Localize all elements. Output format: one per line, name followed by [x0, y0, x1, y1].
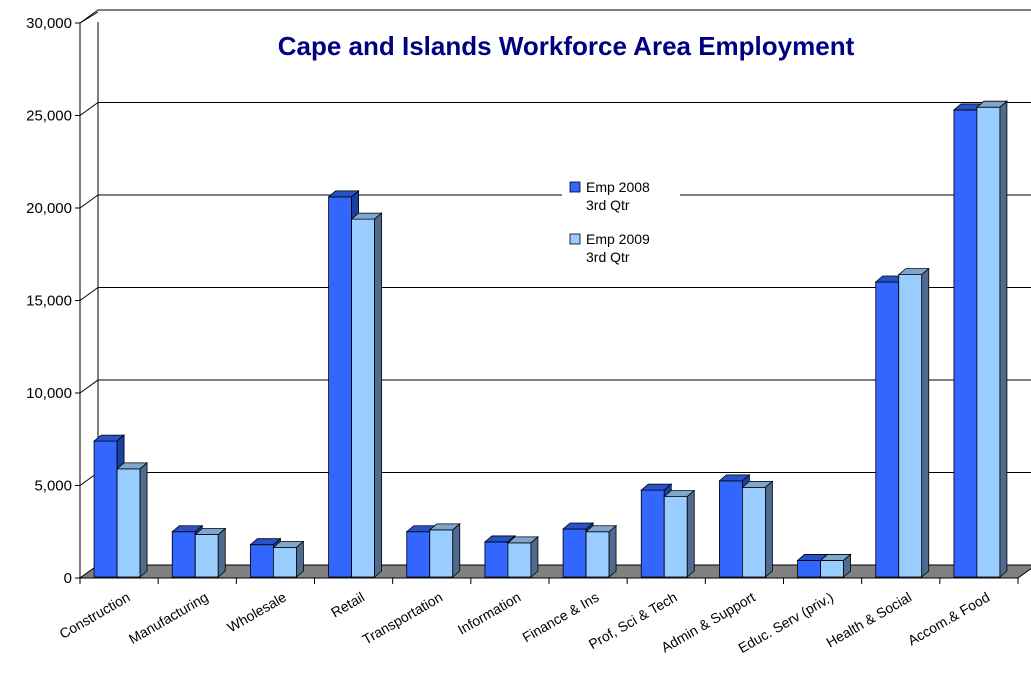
bar-front: [562, 528, 587, 578]
x-category-label: Accom.& Food: [905, 589, 993, 649]
bar-side: [217, 527, 226, 578]
legend-swatch: [569, 181, 581, 193]
x-category-label: Transportation: [360, 589, 446, 648]
bar-side: [921, 267, 930, 578]
bar-front: [875, 281, 900, 578]
x-category-label: Wholesale: [224, 589, 289, 636]
gridline-diagonal: [79, 287, 99, 301]
legend-label: 3rd Qtr: [586, 249, 630, 265]
bar-front: [250, 544, 274, 578]
gridline-diagonal: [79, 9, 99, 24]
bar-front: [328, 196, 352, 578]
legend: Emp 2008 3rd Qtr Emp 2009 3rd Qtr: [562, 172, 680, 274]
legend-box: [562, 172, 680, 274]
bar-side: [139, 461, 148, 578]
y-tick-label: 15,000: [26, 293, 72, 310]
bar-front: [194, 534, 219, 578]
bar-front: [742, 486, 766, 578]
bar-side: [452, 523, 461, 578]
y-axis-ticks: 0 5,000 10,000 15,000 20,000 25,000 30,000: [26, 15, 1019, 587]
bar-side: [374, 212, 382, 578]
bar-front: [663, 496, 688, 578]
legend-label: 3rd Qtr: [586, 197, 630, 213]
x-category-label: Health & Social: [823, 589, 914, 651]
chart-title: Cape and Islands Workforce Area Employme…: [278, 31, 855, 61]
y-tick-label: 5,000: [34, 478, 72, 495]
bar-side: [843, 553, 851, 578]
bar-front: [116, 468, 141, 578]
y-tick-label: 25,000: [26, 108, 72, 125]
bar-front: [953, 109, 978, 578]
bar-front: [484, 541, 509, 578]
bar-side: [530, 535, 539, 578]
x-category-label: Manufacturing: [126, 589, 211, 647]
gridline-diagonal: [79, 379, 99, 394]
y-tick-label: 10,000: [26, 385, 72, 402]
bar-front: [976, 106, 1001, 578]
bar-side: [296, 540, 304, 578]
gridline-diagonal: [79, 102, 99, 116]
bar-front: [507, 542, 532, 578]
bar-front: [719, 480, 743, 578]
y-tick-label: 30,000: [26, 15, 72, 32]
x-category-label: Information: [455, 589, 524, 638]
legend-swatch: [569, 233, 581, 245]
legend-label: Emp 2009: [586, 231, 650, 247]
x-category-label: Retail: [328, 589, 367, 621]
bar-side: [608, 524, 617, 578]
bar-front: [273, 547, 297, 578]
bar-front: [429, 529, 454, 578]
gridlines: [79, 9, 1031, 486]
bar-side: [765, 480, 773, 578]
bar-front: [351, 218, 375, 578]
bar-front: [820, 560, 844, 578]
bar-front: [640, 489, 665, 578]
bar-front: [406, 531, 431, 578]
legend-label: Emp 2008: [586, 179, 650, 195]
bar-side: [999, 100, 1008, 578]
bar-front: [93, 440, 118, 578]
bar-front: [898, 274, 923, 578]
gridline-diagonal: [79, 194, 99, 209]
bars: [93, 100, 1008, 578]
x-category-label: Construction: [57, 589, 133, 642]
bar-front: [171, 531, 196, 578]
y-tick-label: 0: [64, 570, 72, 587]
bar-front: [585, 531, 610, 578]
bar-side: [686, 489, 695, 578]
bar-front: [797, 560, 821, 578]
y-tick-label: 20,000: [26, 200, 72, 217]
